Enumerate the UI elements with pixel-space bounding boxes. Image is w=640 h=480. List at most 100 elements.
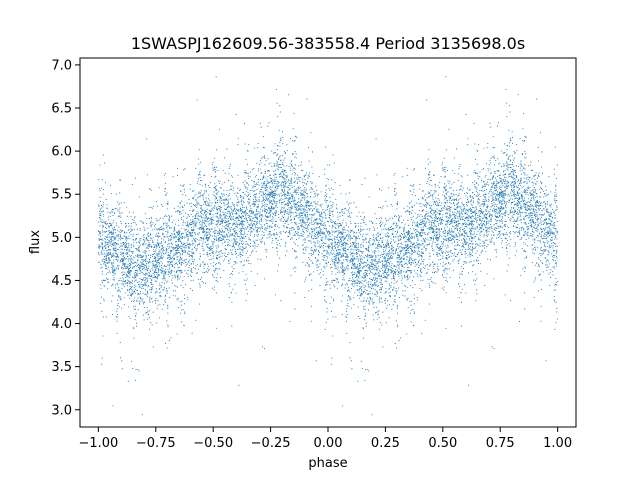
data-point xyxy=(100,287,102,289)
data-point xyxy=(189,287,191,290)
data-point xyxy=(511,168,514,170)
data-point xyxy=(363,287,365,289)
data-point xyxy=(168,227,171,229)
data-point xyxy=(522,169,524,171)
data-point xyxy=(424,215,426,217)
data-point xyxy=(510,197,512,200)
data-point xyxy=(416,242,418,244)
data-point xyxy=(310,218,312,220)
data-point xyxy=(271,207,273,209)
data-point xyxy=(235,256,237,258)
data-point xyxy=(254,190,256,192)
data-point xyxy=(411,224,414,226)
data-point xyxy=(331,266,333,268)
data-point xyxy=(428,203,430,205)
data-point xyxy=(297,245,299,247)
data-point xyxy=(155,253,157,255)
data-point xyxy=(138,255,140,257)
data-point xyxy=(260,126,262,128)
data-point xyxy=(302,217,304,219)
data-point xyxy=(376,277,379,279)
data-point xyxy=(284,209,286,211)
data-point xyxy=(168,214,170,217)
data-point xyxy=(299,214,301,216)
data-point xyxy=(167,280,169,282)
data-point xyxy=(286,205,288,207)
data-point xyxy=(384,223,386,225)
data-point xyxy=(555,322,557,324)
data-point xyxy=(388,292,390,294)
data-point xyxy=(489,239,491,241)
data-point xyxy=(219,181,221,183)
data-point xyxy=(215,239,217,241)
data-point xyxy=(179,203,181,205)
data-point xyxy=(283,226,285,228)
data-point xyxy=(544,192,546,194)
data-point xyxy=(489,162,492,164)
data-point xyxy=(330,252,332,254)
data-point xyxy=(402,230,405,232)
data-point xyxy=(360,229,362,231)
data-point xyxy=(473,218,475,220)
data-point xyxy=(344,273,346,275)
data-point xyxy=(266,216,268,218)
data-point xyxy=(397,252,399,254)
data-point xyxy=(331,238,333,240)
data-point xyxy=(334,182,336,184)
data-point xyxy=(164,215,166,217)
data-point xyxy=(435,228,437,231)
data-point xyxy=(328,234,330,236)
data-point xyxy=(305,196,307,198)
data-point xyxy=(379,222,382,224)
data-point xyxy=(218,209,220,211)
data-point xyxy=(274,164,276,166)
data-point xyxy=(383,265,385,267)
data-point xyxy=(119,212,121,214)
data-point xyxy=(139,272,141,275)
data-point xyxy=(274,192,276,194)
data-point xyxy=(378,300,380,302)
data-point xyxy=(118,265,120,267)
data-point xyxy=(523,292,525,294)
data-point xyxy=(191,258,193,260)
data-point xyxy=(482,202,484,205)
data-point xyxy=(443,239,445,241)
data-point xyxy=(499,186,501,188)
data-point xyxy=(216,223,218,225)
data-point xyxy=(317,203,319,205)
data-point xyxy=(107,288,109,290)
data-point xyxy=(505,232,507,234)
data-point xyxy=(135,264,137,267)
data-point xyxy=(297,191,299,194)
data-point xyxy=(421,252,423,254)
data-point xyxy=(235,195,237,197)
data-point xyxy=(248,198,250,200)
data-point xyxy=(177,238,179,240)
data-point xyxy=(355,249,357,251)
data-point xyxy=(199,242,201,244)
data-point xyxy=(454,172,456,174)
data-point xyxy=(409,203,411,205)
data-point xyxy=(278,159,280,161)
data-point xyxy=(500,234,502,236)
data-point xyxy=(193,198,195,200)
data-point xyxy=(346,284,349,286)
data-point xyxy=(230,226,232,229)
data-point xyxy=(380,281,382,283)
data-point xyxy=(460,216,462,218)
data-point xyxy=(421,244,423,246)
data-point xyxy=(172,176,174,178)
data-point xyxy=(100,263,102,265)
data-point xyxy=(547,260,549,262)
data-point xyxy=(507,239,509,242)
data-point xyxy=(135,255,137,257)
data-point xyxy=(427,268,429,270)
data-point xyxy=(244,218,246,220)
data-point xyxy=(124,283,126,285)
data-point xyxy=(294,200,296,202)
data-point xyxy=(135,285,137,287)
data-point xyxy=(215,188,217,190)
data-point xyxy=(133,284,135,286)
data-point xyxy=(238,248,240,250)
data-point xyxy=(436,271,438,273)
